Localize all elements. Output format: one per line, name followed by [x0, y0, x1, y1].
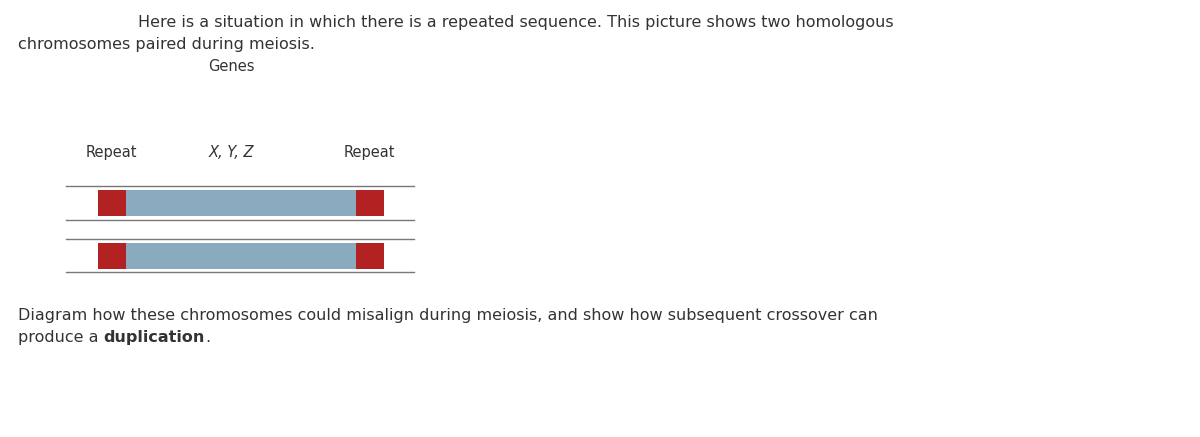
Text: Genes: Genes — [209, 59, 254, 74]
Text: duplication: duplication — [103, 330, 205, 345]
Text: .: . — [205, 330, 210, 345]
Text: Repeat: Repeat — [86, 145, 137, 160]
Text: Here is a situation in which there is a repeated sequence. This picture shows tw: Here is a situation in which there is a … — [138, 15, 894, 30]
Text: produce a: produce a — [18, 330, 103, 345]
Text: chromosomes paired during meiosis.: chromosomes paired during meiosis. — [18, 37, 314, 52]
Text: Repeat: Repeat — [344, 145, 395, 160]
Text: X, Y, Z: X, Y, Z — [209, 145, 254, 160]
Text: Diagram how these chromosomes could misalign during meiosis, and show how subseq: Diagram how these chromosomes could misa… — [18, 308, 878, 323]
